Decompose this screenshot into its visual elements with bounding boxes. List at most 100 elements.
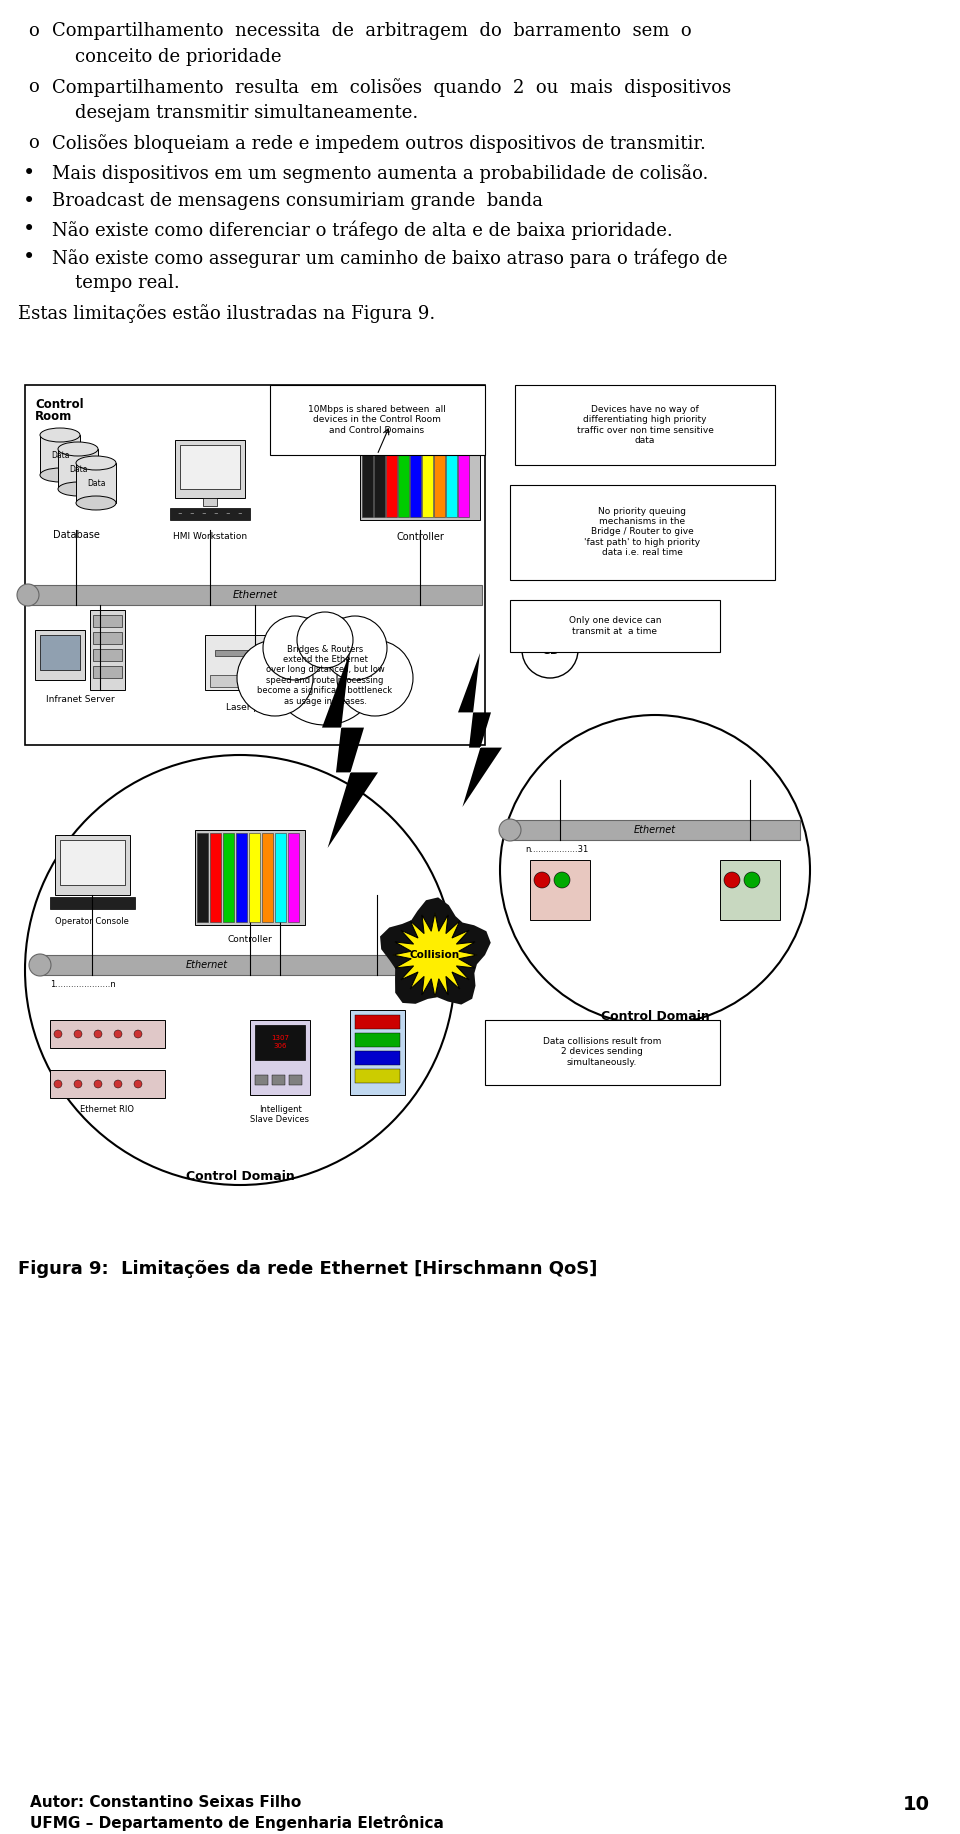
Bar <box>530 860 590 921</box>
Text: o: o <box>28 22 38 40</box>
Circle shape <box>323 616 387 680</box>
Ellipse shape <box>40 468 80 482</box>
Bar <box>35 631 85 680</box>
Bar <box>58 449 98 490</box>
Text: Autor: Constantino Seixas Filho: Autor: Constantino Seixas Filho <box>30 1795 301 1810</box>
Text: Data collisions result from
2 devices sending
simultaneously.: Data collisions result from 2 devices se… <box>542 1036 661 1067</box>
Circle shape <box>94 1031 102 1038</box>
Bar <box>210 675 270 688</box>
Circle shape <box>724 871 740 888</box>
Text: ~: ~ <box>238 512 242 517</box>
Bar <box>28 585 482 605</box>
Circle shape <box>134 1031 142 1038</box>
Bar <box>510 820 800 840</box>
Bar <box>215 649 295 657</box>
Text: Collision: Collision <box>410 950 460 959</box>
Circle shape <box>499 820 521 842</box>
Circle shape <box>237 640 313 715</box>
Ellipse shape <box>76 495 116 510</box>
Text: Database: Database <box>53 530 100 539</box>
Bar <box>250 1020 310 1095</box>
Bar <box>175 440 245 499</box>
Polygon shape <box>380 897 491 1005</box>
Bar <box>93 666 122 679</box>
Text: 1307
306: 1307 306 <box>271 1036 289 1049</box>
Text: Colisões bloqueiam a rede e impedem outros dispositivos de transmitir.: Colisões bloqueiam a rede e impedem outr… <box>52 134 706 152</box>
Text: Ethernet RIO: Ethernet RIO <box>80 1106 134 1113</box>
Bar <box>255 1075 268 1086</box>
Bar <box>205 635 305 690</box>
Bar <box>40 435 80 475</box>
Text: 1.....................n: 1.....................n <box>50 979 116 989</box>
Text: Compartilhamento  resulta  em  colisões  quando  2  ou  mais  dispositivos: Compartilhamento resulta em colisões qua… <box>52 79 732 97</box>
Bar <box>510 600 720 653</box>
Bar <box>386 424 397 517</box>
Circle shape <box>554 871 570 888</box>
Bar <box>515 385 775 466</box>
Bar <box>170 508 250 521</box>
Bar <box>40 635 80 669</box>
Bar <box>50 897 135 910</box>
Text: Control Domain: Control Domain <box>601 1011 709 1023</box>
Text: ~: ~ <box>178 512 182 517</box>
Text: Infranet Server: Infranet Server <box>46 695 114 704</box>
Circle shape <box>74 1080 82 1088</box>
Text: •: • <box>23 163 36 183</box>
Text: Não existe como diferenciar o tráfego de alta e de baixa prioridade.: Não existe como diferenciar o tráfego de… <box>52 220 673 240</box>
Circle shape <box>74 1031 82 1038</box>
Bar <box>510 484 775 580</box>
Text: Devices have no way of
differentiating high priority
traffic over non time sensi: Devices have no way of differentiating h… <box>577 405 713 446</box>
Text: Control Domain: Control Domain <box>185 1170 295 1183</box>
Text: Controller: Controller <box>396 532 444 543</box>
Text: Room: Room <box>35 411 72 424</box>
Circle shape <box>534 871 550 888</box>
Text: 10Mbps is shared between  all
devices in the Control Room
and Control Domains: 10Mbps is shared between all devices in … <box>308 405 446 435</box>
Bar <box>249 833 260 923</box>
Bar <box>93 633 122 644</box>
Polygon shape <box>393 913 477 998</box>
Bar <box>90 611 125 690</box>
Bar <box>40 956 435 976</box>
Bar <box>93 649 122 660</box>
Text: Mais dispositivos em um segmento aumenta a probabilidade de colisão.: Mais dispositivos em um segmento aumenta… <box>52 163 708 183</box>
Polygon shape <box>393 913 477 998</box>
Bar <box>434 424 445 517</box>
Polygon shape <box>458 653 502 807</box>
Text: Compartilhamento  necessita  de  arbitragem  do  barramento  sem  o: Compartilhamento necessita de arbitragem… <box>52 22 691 40</box>
Polygon shape <box>322 653 378 847</box>
Text: o: o <box>28 79 38 95</box>
Circle shape <box>17 583 39 605</box>
Bar <box>720 860 780 921</box>
Bar <box>374 424 385 517</box>
Text: Não existe como assegurar um caminho de baixo atraso para o tráfego de: Não existe como assegurar um caminho de … <box>52 248 728 268</box>
Text: Figura 9:  Limitações da rede Ethernet [Hirschmann QoS]: Figura 9: Limitações da rede Ethernet [H… <box>18 1260 597 1278</box>
Text: Control: Control <box>35 398 84 411</box>
Bar <box>223 833 234 923</box>
Bar <box>458 424 469 517</box>
Bar <box>76 462 116 503</box>
Circle shape <box>134 1080 142 1088</box>
Text: ~: ~ <box>202 512 206 517</box>
Text: Intelligent
Slave Devices: Intelligent Slave Devices <box>251 1106 309 1124</box>
Bar <box>25 385 485 745</box>
Bar <box>446 424 457 517</box>
Text: Only one device can
transmit at  a time: Only one device can transmit at a time <box>568 616 661 636</box>
Bar <box>398 424 409 517</box>
Bar <box>410 424 421 517</box>
Bar <box>93 614 122 627</box>
Bar <box>355 1033 400 1047</box>
Text: Estas limitações estão ilustradas na Figura 9.: Estas limitações estão ilustradas na Fig… <box>18 304 435 323</box>
Text: ~: ~ <box>190 512 194 517</box>
Ellipse shape <box>58 442 98 457</box>
Bar <box>355 1069 400 1084</box>
Bar <box>195 831 305 924</box>
Bar <box>485 1020 720 1086</box>
Text: ~: ~ <box>226 512 230 517</box>
Bar <box>272 1075 285 1086</box>
Text: HMI Workstation: HMI Workstation <box>173 532 247 541</box>
Text: Ethernet: Ethernet <box>186 959 228 970</box>
Circle shape <box>297 613 353 668</box>
Bar <box>355 1051 400 1066</box>
Circle shape <box>114 1031 122 1038</box>
Ellipse shape <box>40 427 80 442</box>
